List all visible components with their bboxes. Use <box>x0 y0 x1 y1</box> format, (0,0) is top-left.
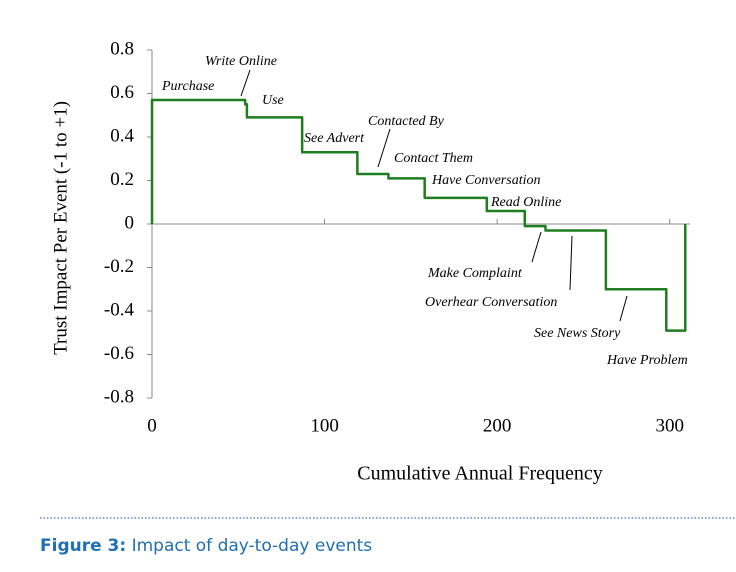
event-label: Overhear Conversation <box>425 295 557 310</box>
y-tick-label: -0.4 <box>104 299 135 320</box>
y-tick-label: 0 <box>125 212 135 233</box>
event-label: Write Online <box>205 54 277 69</box>
y-tick-label: 0.6 <box>110 82 134 103</box>
event-label: Read Online <box>490 195 561 210</box>
y-tick-label: 0.2 <box>110 169 134 190</box>
x-tick-label: 100 <box>310 415 339 436</box>
x-axis-label: Cumulative Annual Frequency <box>357 463 603 485</box>
x-tick-label: 300 <box>655 415 684 436</box>
leader-line <box>569 235 573 291</box>
y-axis-label: Trust Impact Per Event (-1 to +1) <box>50 101 71 355</box>
event-label: Make Complaint <box>427 266 523 281</box>
event-label: Have Problem <box>606 353 688 368</box>
y-tick-label: 0.4 <box>110 125 134 146</box>
leader-line <box>377 128 391 168</box>
event-label: Purchase <box>161 79 214 94</box>
x-tick-label: 0 <box>147 415 157 436</box>
y-tick-label: -0.2 <box>104 256 134 277</box>
event-label: Contact Them <box>394 151 473 166</box>
event-label: See Advert <box>304 131 365 146</box>
leader-line <box>240 69 251 97</box>
event-label: Use <box>262 93 284 108</box>
caption-text: Impact of day-to-day events <box>132 536 373 556</box>
event-label: See News Story <box>534 326 621 341</box>
y-tick-label: 0.8 <box>110 38 134 59</box>
y-tick-label: -0.6 <box>104 343 134 364</box>
event-label: Have Conversation <box>431 173 540 188</box>
y-tick-label: -0.8 <box>104 386 134 407</box>
leader-line <box>531 231 542 263</box>
x-tick-label: 200 <box>483 415 512 436</box>
caption: Figure 3: Impact of day-to-day events <box>40 536 372 556</box>
leader-line <box>619 295 628 322</box>
caption-label: Figure 3: <box>40 536 126 556</box>
event-label: Contacted By <box>368 114 445 129</box>
